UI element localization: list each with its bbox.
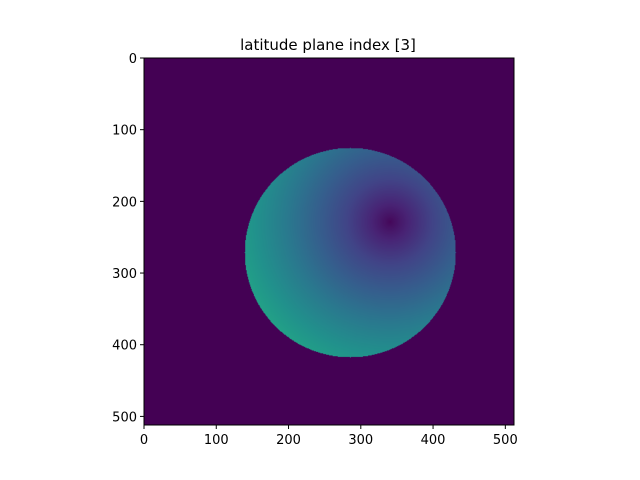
y-tick-label: 300	[112, 267, 137, 282]
y-tick-label: 100	[112, 124, 137, 139]
heatmap-image	[144, 58, 514, 425]
x-axis: 0 100 200 300 400 500	[140, 425, 518, 448]
y-tick-label: 0	[129, 52, 137, 67]
x-tick-label: 100	[204, 433, 229, 448]
y-axis: 0 100 200 300 400 500	[112, 52, 144, 425]
x-tick-label: 200	[276, 433, 301, 448]
x-tick-label: 0	[140, 433, 148, 448]
axes-frame	[143, 57, 515, 426]
x-tick-label: 300	[348, 433, 373, 448]
y-tick-label: 400	[112, 339, 137, 354]
y-tick-label: 500	[112, 410, 137, 425]
heatmap-disk-image	[144, 58, 514, 425]
x-tick-label: 400	[421, 433, 446, 448]
y-tick-label: 200	[112, 195, 137, 210]
chart-title: latitude plane index [3]	[240, 36, 416, 54]
x-tick-label: 500	[493, 433, 518, 448]
